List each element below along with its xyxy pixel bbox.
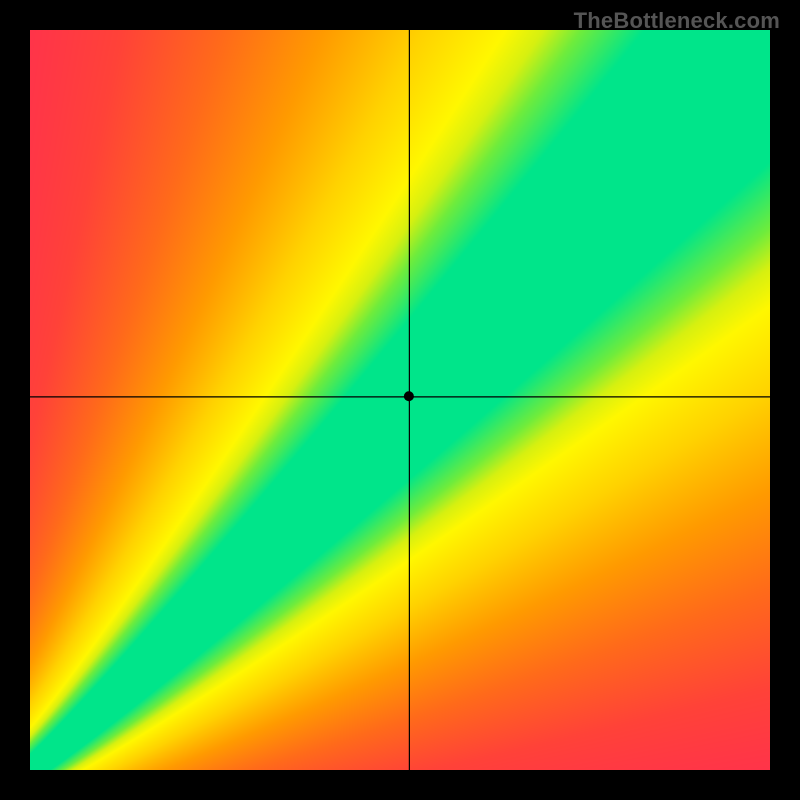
plot-area xyxy=(30,30,770,770)
watermark-text: TheBottleneck.com xyxy=(574,8,780,34)
crosshair-overlay xyxy=(30,30,770,770)
chart-container: TheBottleneck.com xyxy=(0,0,800,800)
